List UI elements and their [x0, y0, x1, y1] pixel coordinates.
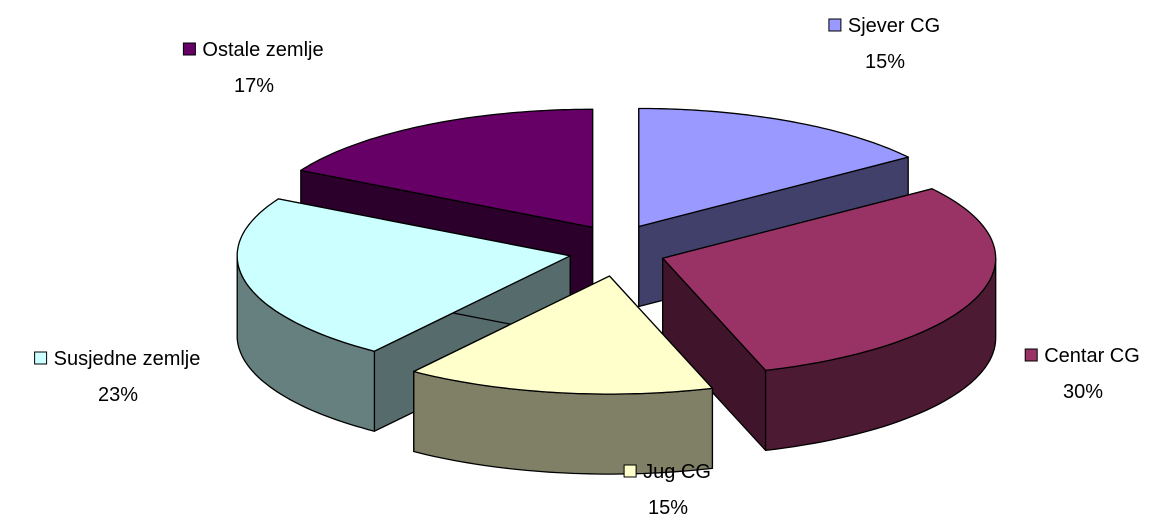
slice-top	[300, 108, 594, 228]
legend-key-swatch	[828, 18, 842, 32]
slice-percent-label: 17%	[234, 75, 274, 97]
legend-key-swatch	[182, 42, 196, 56]
slice-category-label: Centar CG	[1044, 345, 1140, 367]
legend-key-swatch	[34, 351, 48, 365]
pie-slice-centar-cg	[662, 188, 997, 452]
slice-category-label: Jug CG	[643, 461, 711, 483]
data-label: Sjever CG 15%	[828, 15, 940, 73]
slice-percent-label: 15%	[865, 51, 905, 73]
slice-top	[413, 275, 714, 395]
pie-slices	[236, 107, 997, 475]
slice-labels: Sjever CG 15% Centar CG 30% Jug CG 15% Susjedn…	[34, 15, 1140, 518]
slice-percent-label: 23%	[98, 384, 138, 406]
data-label: Ostale zemlje 17%	[182, 39, 324, 97]
slice-category-label: Ostale zemlje	[202, 39, 323, 61]
slice-category-label: Susjedne zemlje	[54, 348, 201, 370]
slice-category-label: Sjever CG	[848, 15, 940, 37]
legend-key-swatch	[1024, 348, 1038, 362]
pie-slice-jug-cg	[413, 275, 714, 475]
slice-percent-label: 30%	[1063, 381, 1103, 403]
slice-top	[236, 198, 571, 352]
legend-key-swatch	[623, 464, 637, 478]
data-label: Centar CG 30%	[1024, 345, 1140, 403]
slice-percent-label: 15%	[648, 497, 688, 518]
slice-top	[662, 188, 997, 372]
data-label: Susjedne zemlje 23%	[34, 348, 201, 406]
data-label: Jug CG 15%	[623, 461, 711, 518]
slice-top	[638, 107, 909, 228]
